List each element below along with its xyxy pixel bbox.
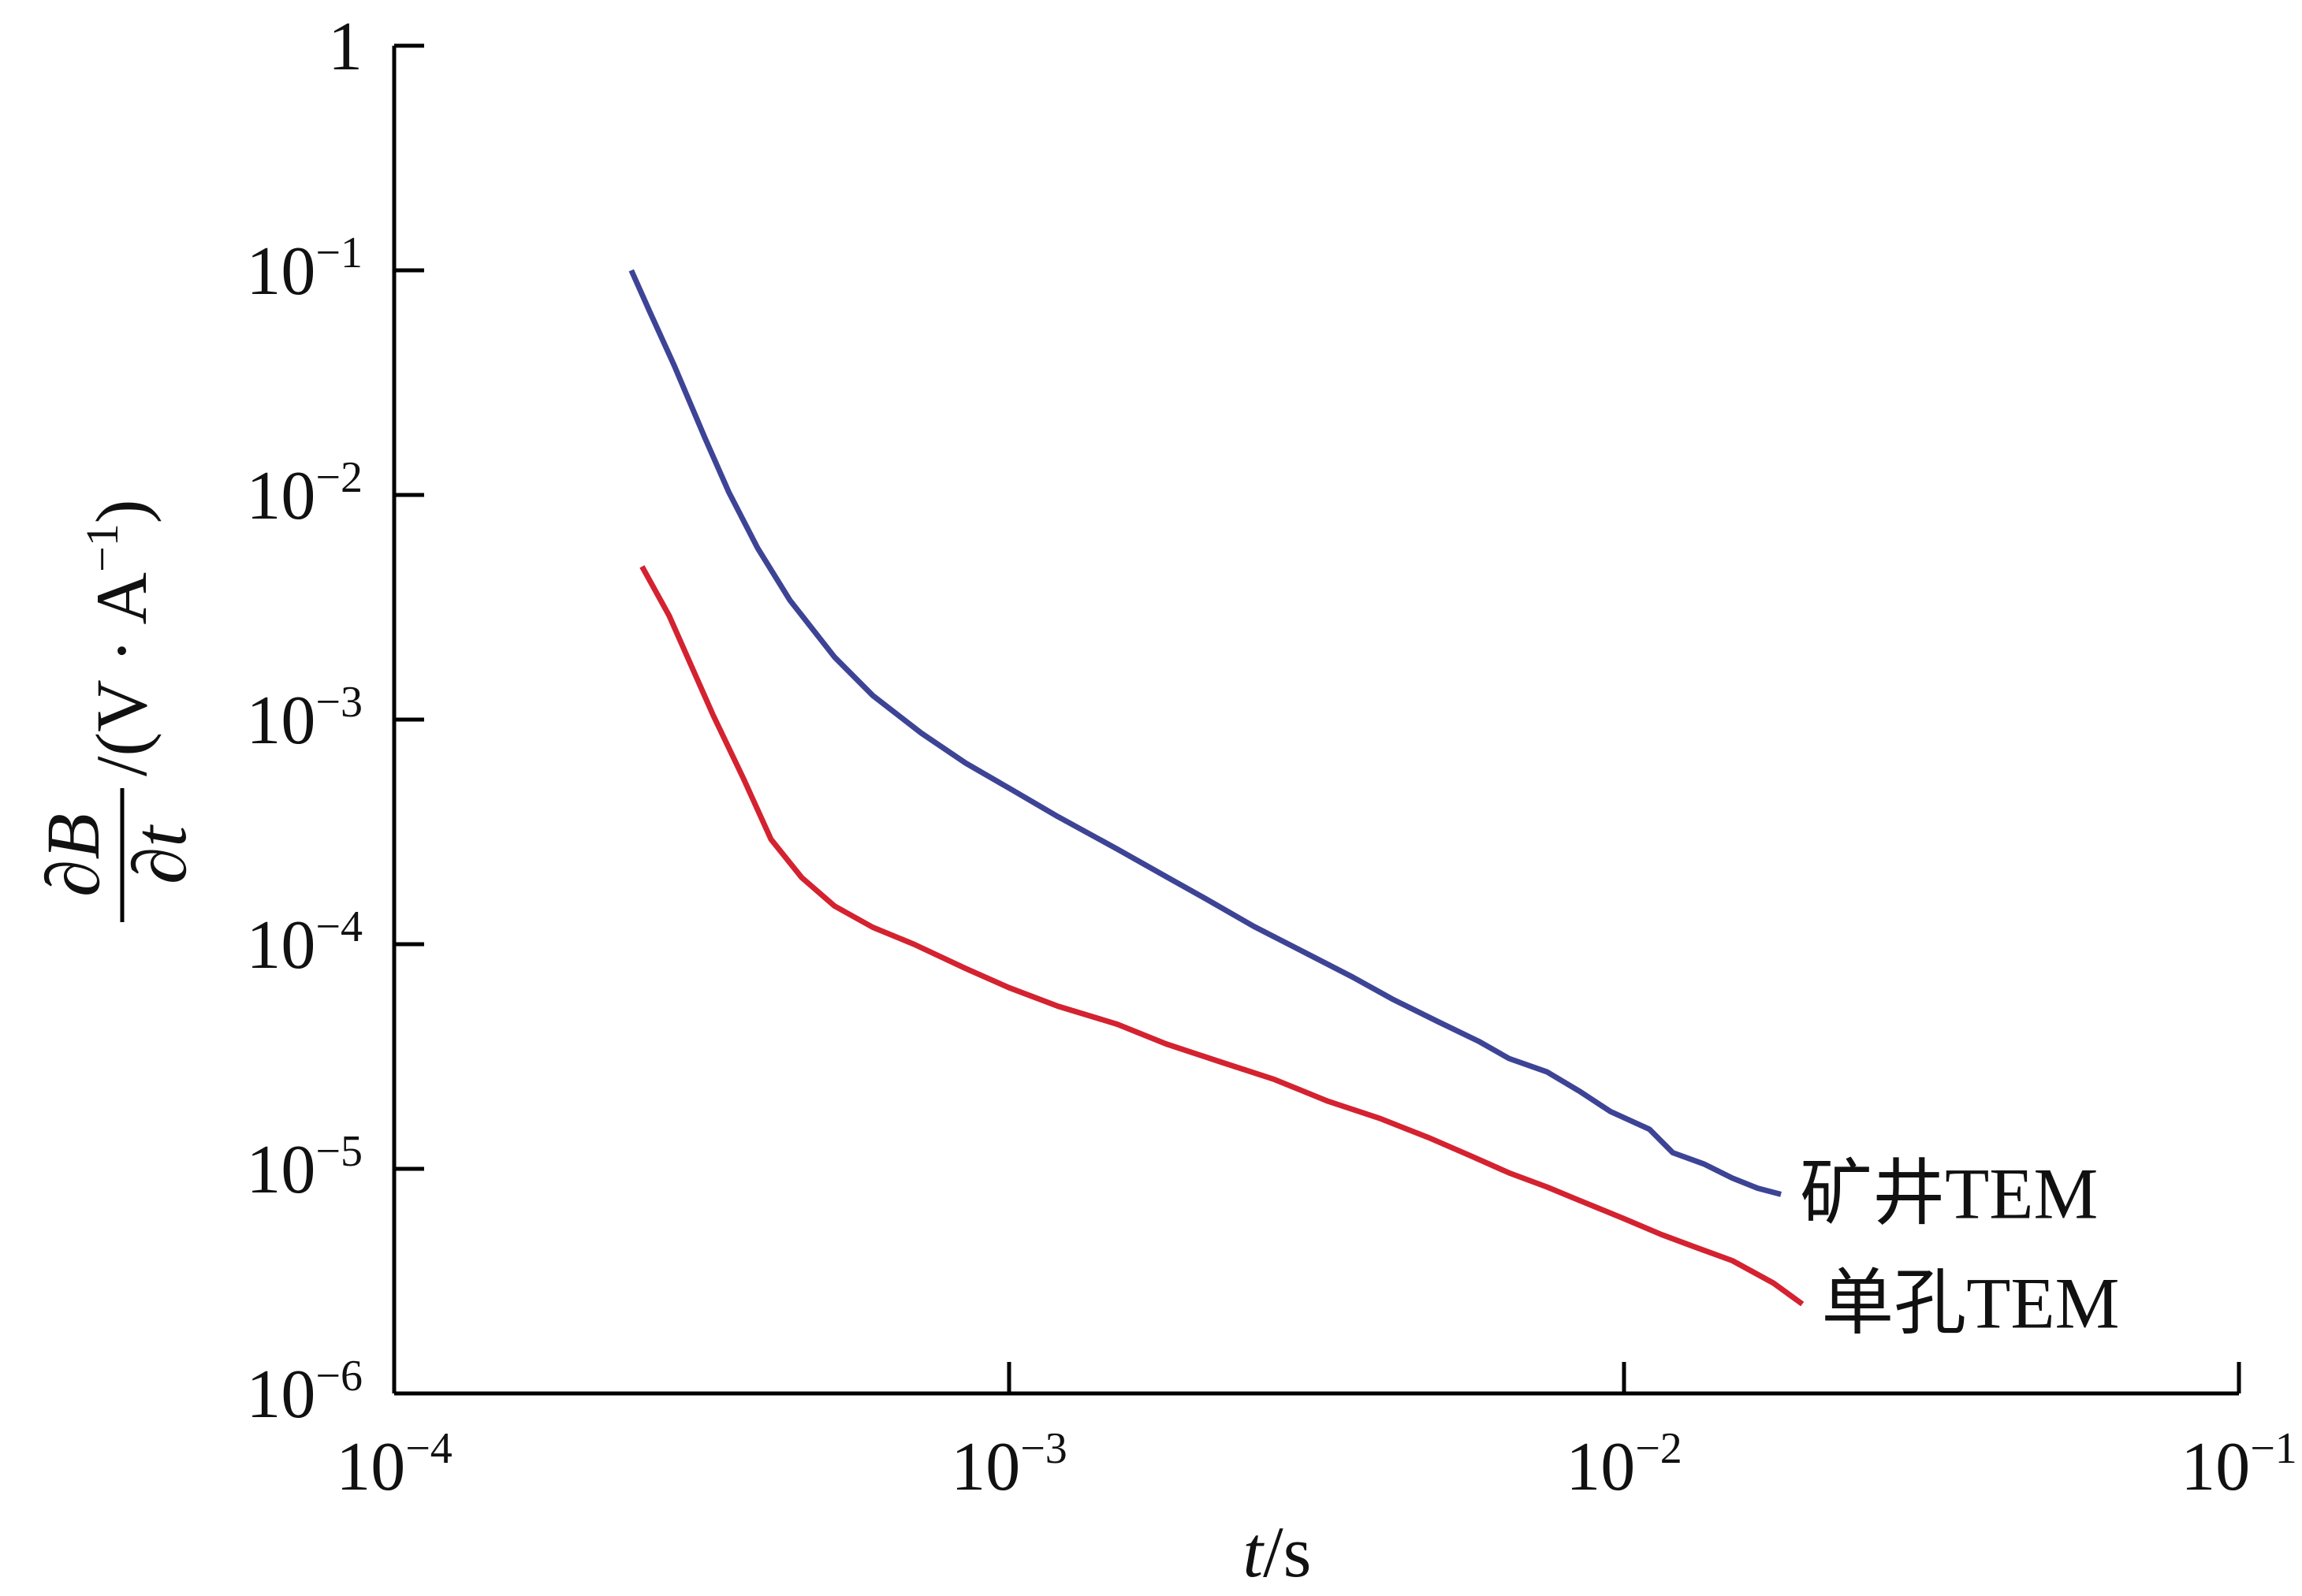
y-axis-title-denominator: ∂t xyxy=(117,824,202,884)
y-tick-label: 10−3 xyxy=(246,678,363,759)
x-tick-label: 10−4 xyxy=(336,1424,453,1505)
x-tick-label: 10−1 xyxy=(2181,1424,2297,1505)
y-axis-title-numerator: ∂B xyxy=(31,813,115,897)
series-label-1: 矿井TEM xyxy=(1800,1153,2098,1233)
x-axis-title: t/s xyxy=(1243,1512,1312,1592)
y-tick-label: 10−5 xyxy=(246,1127,363,1208)
ticks: 10−4 10−3 10−2 10−1 1 10−1 10−2 10−3 10−4 10−5 10−… xyxy=(246,9,2296,1505)
series-line-2 xyxy=(639,565,1805,1307)
labels-layer: 矿井TEM 单孔TEM t/s ∂B ∂t /(V · A−1) xyxy=(31,500,2119,1592)
x-tick-label: 10−3 xyxy=(951,1424,1067,1505)
y-tick-label: 10−1 xyxy=(246,229,363,310)
x-tick-label: 10−2 xyxy=(1566,1424,1682,1505)
series-label-2: 单孔TEM xyxy=(1821,1263,2119,1344)
y-tick-label: 10−4 xyxy=(246,902,363,984)
y-tick-label: 1 xyxy=(328,9,363,85)
series-layer xyxy=(628,269,1805,1307)
y-axis-title-unit: /(V · A−1) xyxy=(76,500,162,776)
y-tick-label: 10−2 xyxy=(246,453,363,534)
y-axis-title: ∂B ∂t /(V · A−1) xyxy=(31,500,202,922)
series-line-1 xyxy=(628,269,1782,1197)
y-tick-label: 10−6 xyxy=(246,1352,363,1433)
